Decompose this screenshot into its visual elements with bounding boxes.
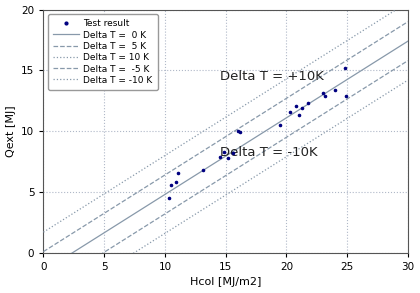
Point xyxy=(320,91,326,96)
Point xyxy=(234,129,241,134)
Point xyxy=(322,93,328,98)
Text: Delta T = +10K: Delta T = +10K xyxy=(220,70,323,83)
Point xyxy=(293,103,299,108)
Point xyxy=(299,106,305,110)
Point xyxy=(225,156,231,160)
Point xyxy=(199,168,206,173)
Point xyxy=(295,113,302,118)
Point xyxy=(287,109,294,114)
Point xyxy=(216,154,223,159)
Point xyxy=(341,66,348,70)
Point xyxy=(165,196,172,200)
Point xyxy=(237,130,244,135)
Point xyxy=(173,180,179,185)
Point xyxy=(221,149,228,154)
Point xyxy=(168,182,174,187)
Point xyxy=(343,93,349,98)
Point xyxy=(230,151,236,156)
Point xyxy=(175,170,181,175)
X-axis label: Hcol [MJ/m2]: Hcol [MJ/m2] xyxy=(190,277,261,287)
Point xyxy=(277,123,284,127)
Point xyxy=(305,101,312,105)
Point xyxy=(332,88,339,92)
Text: Delta T = -10K: Delta T = -10K xyxy=(220,146,317,159)
Y-axis label: Qext [MJ]: Qext [MJ] xyxy=(5,105,16,157)
Legend: Test result, Delta T =  0 K, Delta T =  5 K, Delta T = 10 K, Delta T =  -5 K, De: Test result, Delta T = 0 K, Delta T = 5 … xyxy=(48,14,158,90)
